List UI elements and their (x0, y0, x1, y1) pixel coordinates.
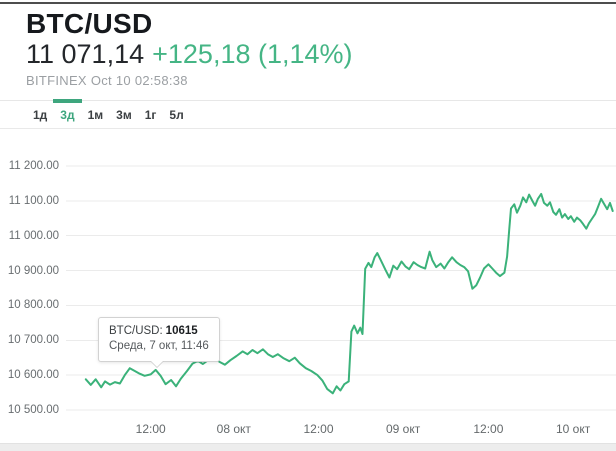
range-tabs: 1д 3д 1м 3м 1г 5л (0, 98, 616, 129)
x-axis-label: 09 окт (385, 422, 421, 436)
y-axis-label: 10 700.00 (7, 334, 59, 347)
x-axis-label: 12:00 (135, 422, 166, 436)
x-axis-label: 12:00 (303, 422, 334, 436)
x-axis-label: 12:00 (473, 422, 504, 436)
tab-range-3d[interactable]: 3д (53, 98, 83, 122)
tooltip-pair-label: BTC/USD: (109, 325, 163, 337)
price-change: +125,18 (1,14%) (152, 39, 353, 69)
price-row: 11 071,14 +125,18 (1,14%) (26, 39, 353, 70)
tab-range-5y[interactable]: 5л (169, 107, 184, 122)
top-border-line (0, 2, 616, 4)
y-axis-label: 10 500.00 (7, 404, 59, 416)
pair-title: BTC/USD (26, 8, 153, 39)
tooltip-date: Среда, 7 окт, 11:46 (109, 340, 209, 352)
y-axis-label: 10 600.00 (7, 369, 59, 382)
tab-range-1d[interactable]: 1д (33, 107, 48, 122)
x-axis-label: 10 окт (555, 422, 591, 436)
y-axis-label: 11 200.00 (8, 160, 59, 172)
exchange-timestamp: BITFINEX Oct 10 02:58:38 (26, 73, 188, 88)
y-axis-label: 10 800.00 (7, 299, 59, 312)
tab-range-1m[interactable]: 1м (87, 107, 104, 122)
y-axis-label: 11 000.00 (8, 229, 59, 242)
chart-area[interactable]: BTC/USD: 10615 Среда, 7 окт, 11:46 10 500… (0, 129, 616, 416)
x-axis: 12:00 08 окт 12:00 09 окт 12:00 10 окт (0, 414, 616, 451)
x-axis-label: 08 окт (216, 422, 251, 436)
chart-tooltip: BTC/USD: 10615 Среда, 7 окт, 11:46 (98, 317, 220, 368)
tab-range-1y[interactable]: 1г (144, 107, 157, 122)
price-series-line (84, 192, 614, 395)
y-axis-label: 10 900.00 (7, 264, 59, 277)
bottom-strip (0, 443, 616, 451)
last-price: 11 071,14 (26, 39, 145, 69)
tab-range-3m[interactable]: 3м (116, 107, 132, 122)
price-line-chart[interactable] (0, 129, 616, 414)
tooltip-value: 10615 (165, 325, 198, 337)
y-axis-label: 11 100.00 (8, 194, 59, 207)
tooltip-price-line: BTC/USD: 10615 (109, 324, 209, 339)
